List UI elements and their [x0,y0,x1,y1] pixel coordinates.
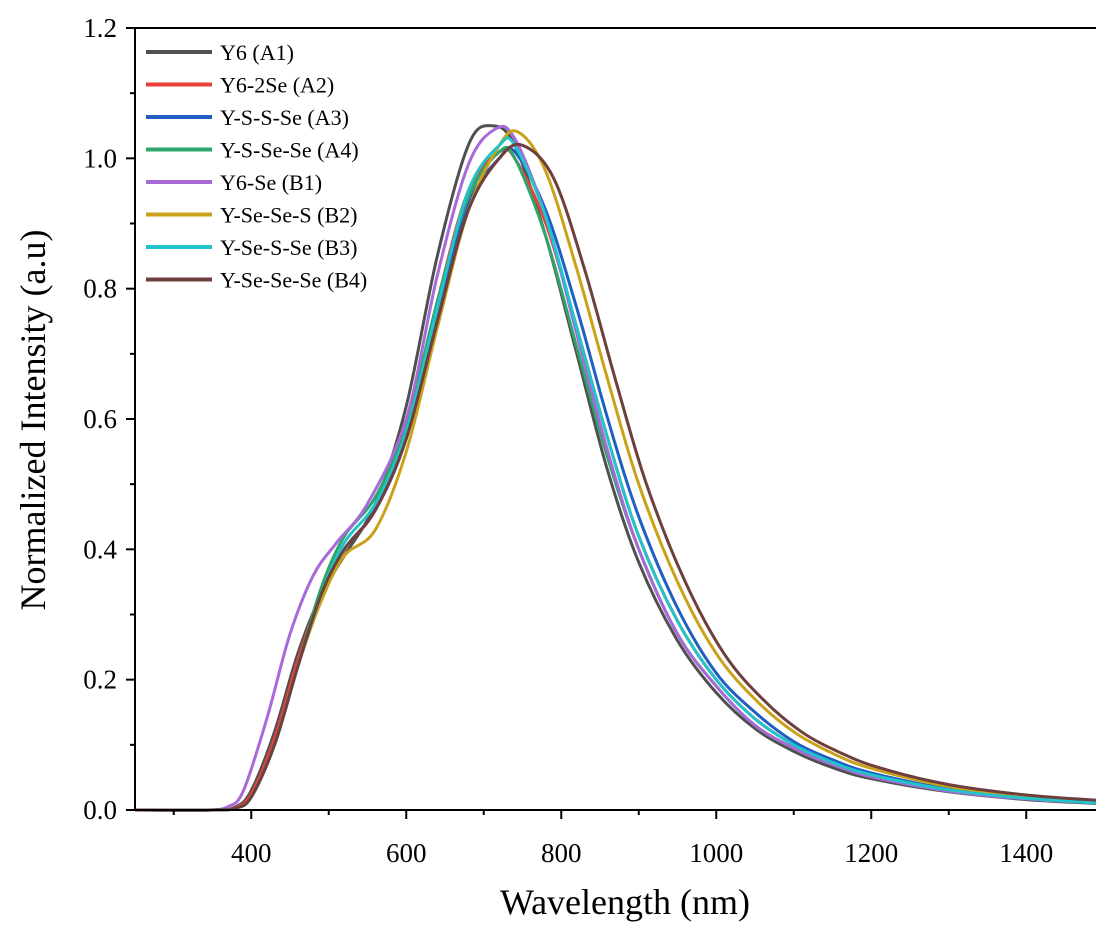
legend: Y6 (A1) Y6-2Se (A2) Y-S-S-Se (A3) Y-S-Se-Se… [146,40,367,293]
x-tick-label: 400 [231,838,272,868]
series-lines [134,124,1096,812]
y-tick-label: 0.4 [83,534,117,564]
y-tick-label: 1.2 [83,13,117,43]
series-line-8 [134,142,1096,812]
series-line-6 [134,129,1096,812]
x-axis-title: Wavelength (nm) [500,882,750,922]
legend-label: Y-S-Se-Se (A4) [220,138,359,163]
y-tick-label: 0.2 [83,665,117,695]
ticks [126,27,1028,819]
legend-label: Y-S-S-Se (A3) [220,105,349,130]
x-tick-label: 1400 [999,838,1053,868]
x-tick-label: 1000 [689,838,743,868]
x-tick-label: 800 [541,838,582,868]
y-tick-label: 1.0 [83,143,117,173]
y-axis-title: Normalized Intensity (a.u) [13,230,53,611]
tick-labels: 400 600 800 1000 1200 1400 0.0 0.2 0.4 0.6 0.8 1.0 1… [83,13,1053,868]
x-tick-label: 1200 [844,838,898,868]
y-tick-label: 0.8 [83,274,117,304]
x-tick-label: 600 [386,838,427,868]
legend-label: Y6-Se (B1) [220,170,322,195]
legend-label: Y6 (A1) [220,40,294,65]
legend-label: Y6-2Se (A2) [220,73,334,98]
legend-label: Y-Se-Se-Se (B4) [220,268,367,293]
legend-label: Y-Se-Se-S (B2) [220,203,358,228]
series-line-5 [134,124,1096,812]
legend-label: Y-Se-S-Se (B3) [220,235,358,260]
y-tick-label: 0.0 [83,795,117,825]
y-tick-label: 0.6 [83,404,117,434]
